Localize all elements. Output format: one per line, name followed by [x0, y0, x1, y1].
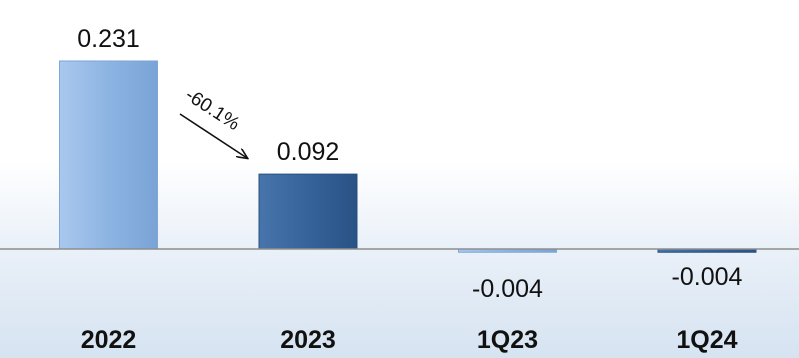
category-label-2023: 2023 [280, 326, 336, 354]
value-label-1Q23: -0.004 [472, 275, 543, 303]
change-annotation-label: -60.1% [181, 85, 243, 135]
change-arrow [179, 113, 247, 158]
value-label-2023: 0.092 [277, 138, 340, 166]
bar-2023 [258, 173, 358, 250]
value-label-1Q24: -0.004 [672, 263, 743, 291]
value-label-2022: 0.231 [77, 25, 140, 53]
category-label-1Q24: 1Q24 [676, 326, 737, 354]
category-label-1Q23: 1Q23 [477, 326, 538, 354]
bar-2022 [59, 60, 158, 250]
category-label-2022: 2022 [81, 326, 137, 354]
